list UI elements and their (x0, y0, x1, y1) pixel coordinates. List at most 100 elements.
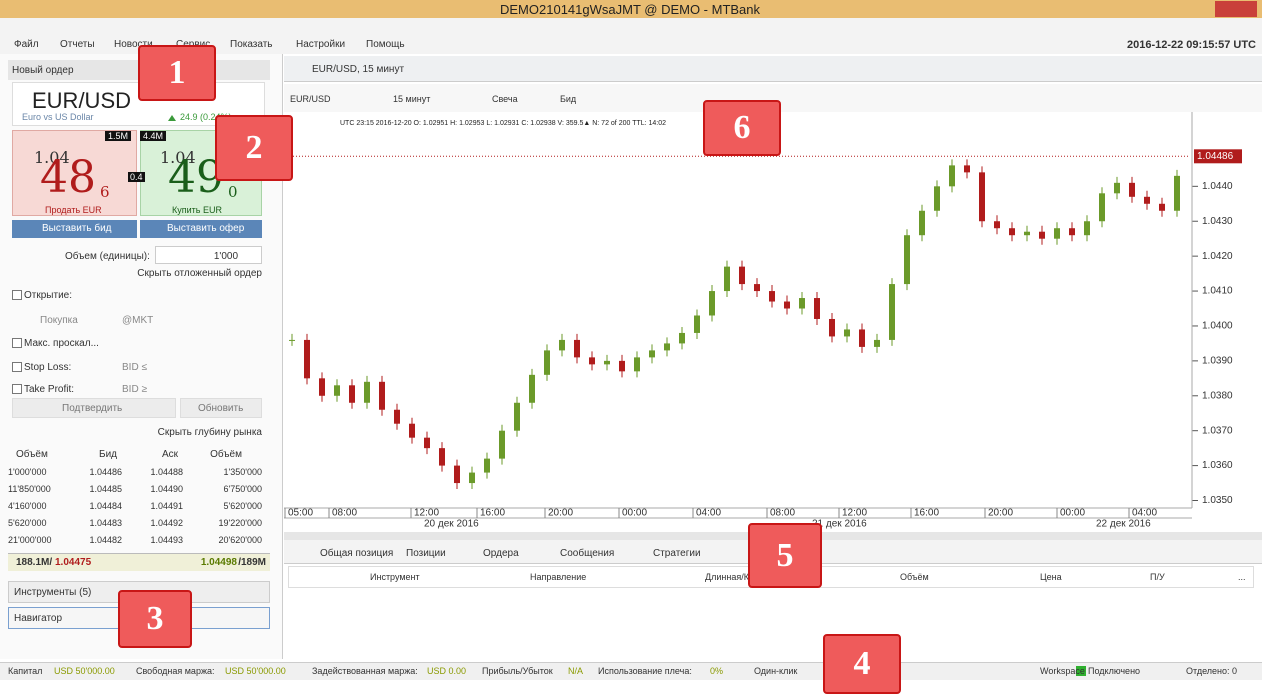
menu-item[interactable]: Отчеты (60, 39, 95, 50)
status-detached: Отделено: 0 (1186, 666, 1238, 676)
status-connected: Подключено (1088, 666, 1141, 676)
status-free-margin: Свободная маржа: (136, 666, 215, 676)
candle (709, 285, 715, 322)
x-tick-label: 20:00 (988, 508, 1013, 519)
candle (1024, 225, 1030, 242)
max-slip-label: Макс. проскал... (24, 338, 99, 349)
candle-body (409, 423, 415, 438)
buy-field: Покупка (40, 315, 78, 326)
candle-body (934, 186, 940, 211)
callout: 2 (215, 115, 293, 181)
candle-body (1054, 228, 1060, 239)
update-button[interactable] (180, 398, 262, 418)
chart-tab[interactable]: EUR/USD, 15 минут (312, 64, 405, 75)
update-label[interactable]: Обновить (198, 403, 244, 414)
candle (1174, 169, 1180, 217)
callout: 3 (118, 590, 192, 648)
depth-cell: 1.04484 (89, 501, 122, 511)
depth-cell: 1'350'000 (223, 467, 262, 477)
status-capital: Капитал (8, 666, 43, 676)
checkbox[interactable] (12, 290, 22, 300)
x-tick-label: 00:00 (622, 508, 647, 519)
checkbox[interactable] (12, 384, 22, 394)
candle (424, 431, 430, 455)
menu-item[interactable]: Показать (230, 39, 273, 50)
confirm-button[interactable] (12, 398, 176, 418)
bottom-tab[interactable]: Ордера (483, 548, 519, 559)
candle (994, 215, 1000, 235)
candle-body (559, 339, 565, 351)
bid-button[interactable] (12, 220, 137, 238)
volume-value[interactable]: 1'000 (213, 251, 238, 262)
candle-body (1144, 196, 1150, 204)
buy-frac: 0 (228, 183, 238, 201)
candle (289, 333, 295, 346)
connected-indicator (1076, 666, 1086, 676)
depth-col: Объём (210, 449, 242, 460)
candle-body (439, 448, 445, 466)
candle (574, 333, 580, 364)
candle (469, 466, 475, 490)
candle (889, 278, 895, 346)
symbol[interactable]: EUR/USD (32, 88, 132, 113)
hide-depth-link[interactable]: Скрыть глубину рынка (157, 427, 262, 438)
offer-button-label[interactable]: Выставить офер (167, 223, 245, 234)
navigator-title[interactable]: Навигатор (14, 613, 63, 624)
x-tick-label: 12:00 (842, 508, 867, 519)
spread: 0.4 (128, 172, 145, 182)
take-profit-field: BID ≥ (122, 384, 147, 395)
candle-body (1174, 175, 1180, 211)
toolbar-dropdown[interactable]: EUR/USD (290, 94, 331, 104)
table-column: Цена (1040, 572, 1062, 582)
candle (319, 372, 325, 402)
candle (1159, 197, 1165, 217)
volume-input[interactable] (155, 246, 262, 264)
depth-cell: 19'220'000 (218, 518, 262, 528)
checkbox[interactable] (12, 362, 22, 372)
bottom-tab[interactable]: Позиции (406, 548, 446, 559)
toolbar-dropdown[interactable]: Бид (560, 94, 577, 104)
confirm-label[interactable]: Подтвердить (62, 403, 123, 414)
menu-item[interactable]: Файл (14, 39, 39, 50)
instruments-title[interactable]: Инструменты (5) (14, 587, 92, 598)
candle (1084, 215, 1090, 242)
close-button[interactable] (1215, 1, 1257, 17)
bottom-tab[interactable]: Общая позиция (320, 548, 394, 559)
offer-button[interactable] (140, 220, 262, 238)
x-tick-label: 12:00 (414, 508, 439, 519)
menu-item[interactable]: Настройки (296, 39, 346, 50)
sell-volume: 1.5M (105, 131, 132, 141)
hide-pending-link[interactable]: Скрыть отложенный ордер (137, 268, 262, 279)
depth-cell: 1.04490 (150, 484, 183, 494)
candle (589, 351, 595, 371)
status-leverage-value: 0% (710, 666, 724, 676)
status-used-margin_value: USD 0.00 (427, 666, 467, 676)
table-column: Инструмент (370, 572, 420, 582)
menu-item[interactable]: Новости (114, 39, 153, 50)
candle (769, 285, 775, 308)
candle (694, 309, 700, 339)
volume-label: Объем (единицы): (65, 251, 150, 262)
toolbar-dropdown[interactable]: Свеча (492, 94, 518, 104)
buy-price-head: 1.04 (160, 148, 196, 167)
bottom-tab[interactable]: Сообщения (560, 548, 615, 559)
server-time: 2016-12-22 09:15:57 UTC (1126, 39, 1256, 51)
status-used-margin: Задействованная маржа: (312, 666, 418, 676)
bottom-tab[interactable]: Стратегии (653, 548, 701, 559)
candle (1114, 176, 1120, 200)
candle (619, 354, 625, 378)
candle-body (739, 266, 745, 285)
depth-col: Аск (161, 449, 178, 460)
y-tick-label: 1.0390 (1202, 356, 1233, 367)
menu-item[interactable]: Сервис (176, 39, 210, 50)
candle (919, 204, 925, 242)
price-chart: 1.0350 1.0360 1.0370 1.0380 1.0390 1.0400 1.04… (284, 112, 1242, 530)
checkbox[interactable] (12, 338, 22, 348)
bid-button-label[interactable]: Выставить бид (42, 223, 112, 234)
x-tick-label: 16:00 (480, 508, 505, 519)
candle (1069, 222, 1075, 242)
depth-cell: 21'000'000 (8, 535, 52, 545)
table-column: Направление (530, 572, 587, 582)
menu-item[interactable]: Помощь (366, 39, 405, 50)
toolbar-dropdown[interactable]: 15 минут (393, 94, 431, 104)
